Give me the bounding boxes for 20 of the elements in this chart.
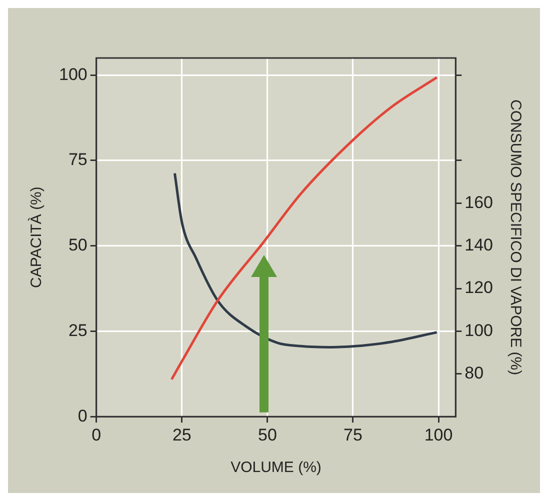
x-tick-label: 50 <box>258 425 277 444</box>
y2-tick-label: 120 <box>464 278 494 298</box>
y2-axis-title: CONSUMO SPECIFICO DI VAPORE (%) <box>506 100 524 376</box>
y2-tick-label: 140 <box>464 236 494 255</box>
line-series <box>173 172 438 348</box>
x-tick-label: 100 <box>424 425 453 444</box>
x-tick-label: 75 <box>344 425 362 444</box>
y2-tick-label: 160 <box>464 192 494 212</box>
x-axis-title: VOLUME (%) <box>230 459 322 476</box>
x-tick-label: 25 <box>172 425 192 444</box>
y-tick-label: 50 <box>68 236 88 255</box>
y2-tick-label: 100 <box>464 320 494 340</box>
y-tick-label: 75 <box>68 150 88 170</box>
y-tick-label: 25 <box>68 320 88 340</box>
y-tick-label: 100 <box>58 64 88 84</box>
line-series <box>170 76 438 381</box>
y2-tick-label: 80 <box>464 364 484 383</box>
y-tick-label: 0 <box>78 406 88 426</box>
y-axis-title: CAPACITÀ (%) <box>27 186 46 288</box>
x-tick-label: 0 <box>92 425 102 444</box>
